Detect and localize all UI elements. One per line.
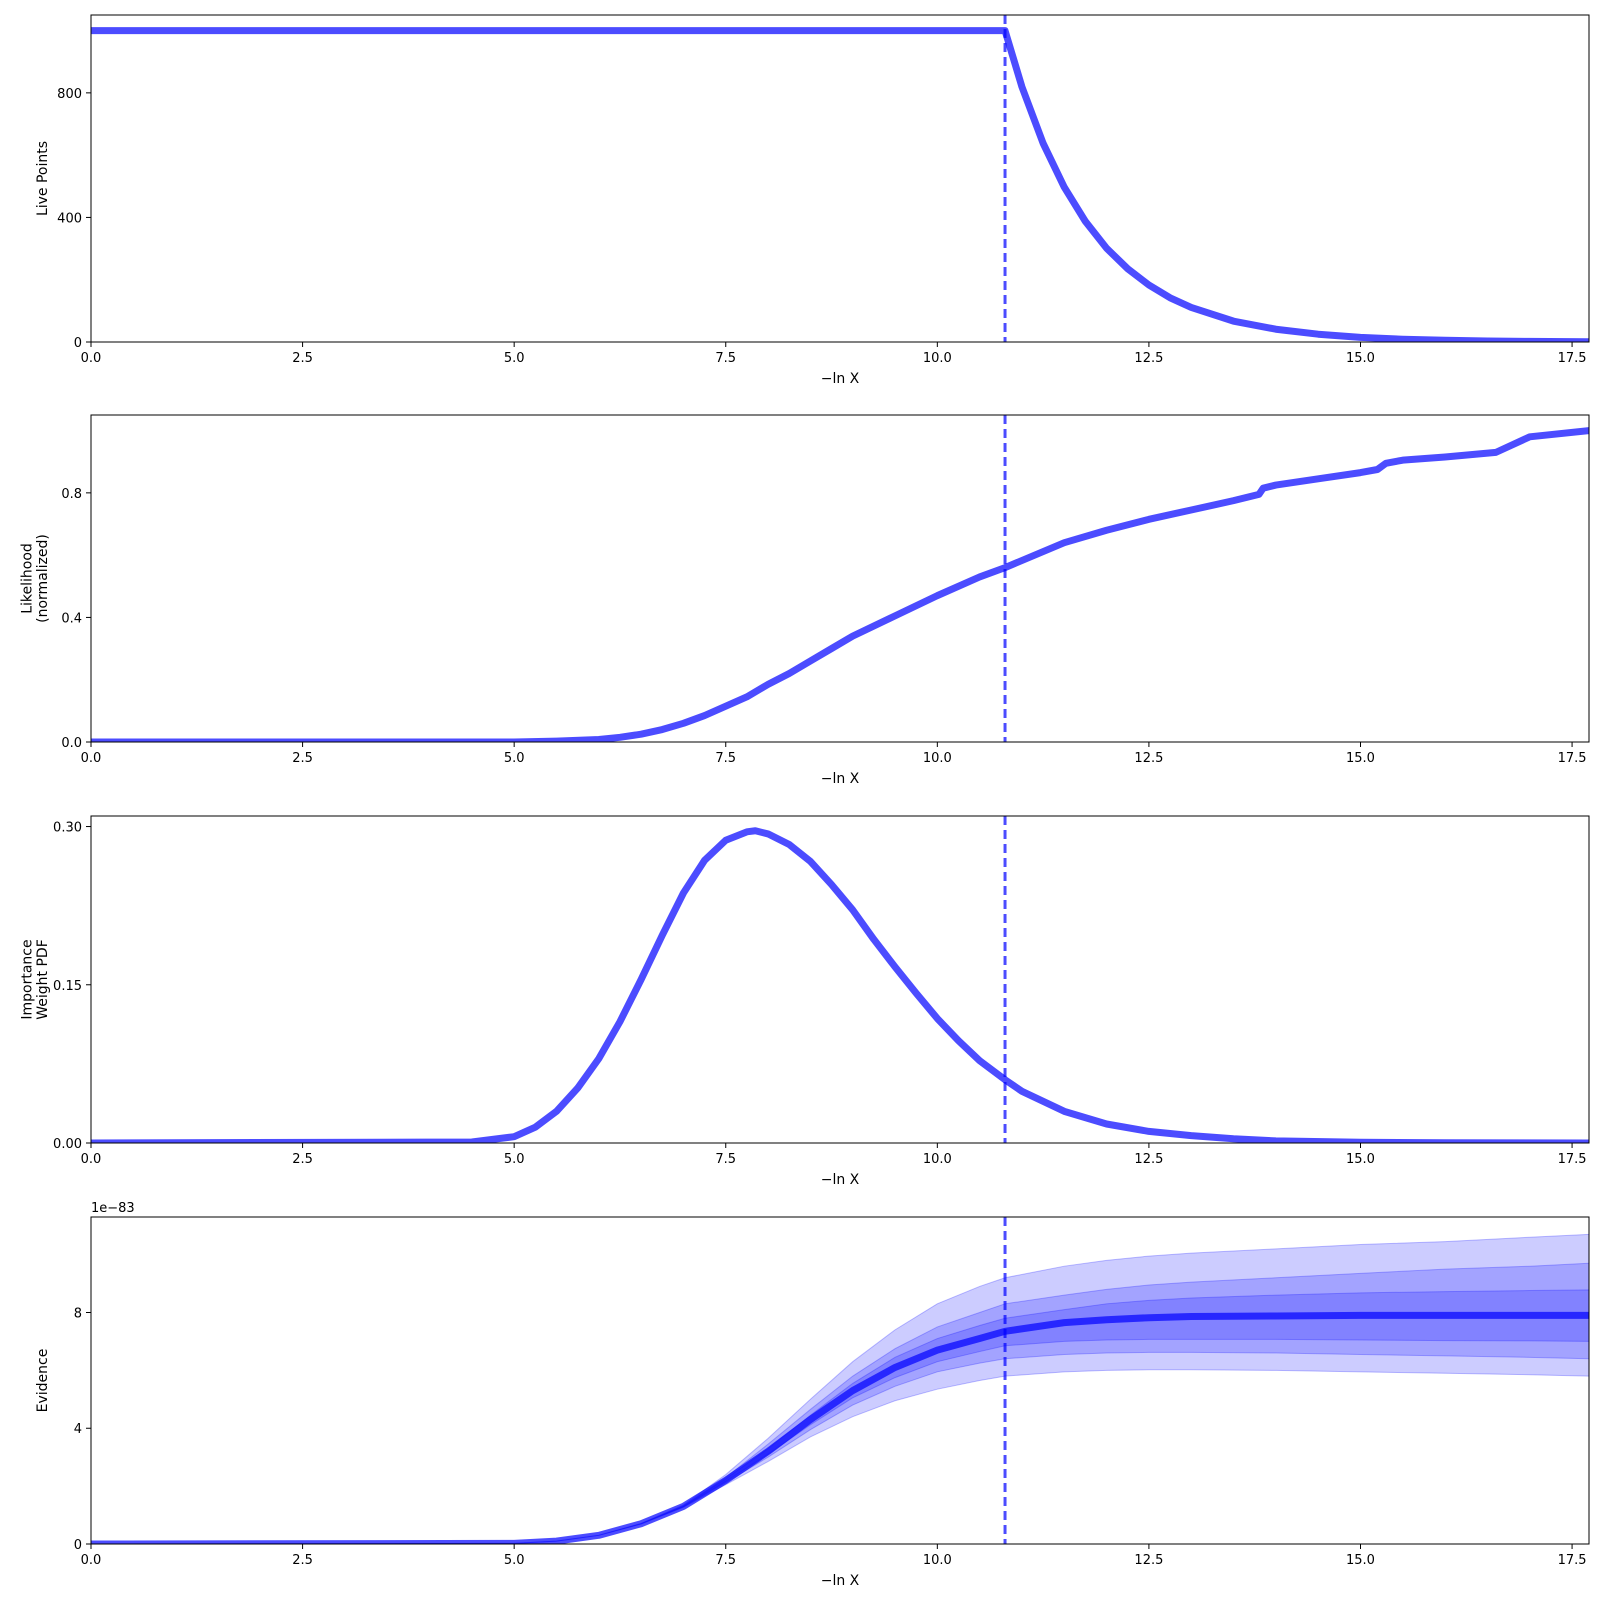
- series-line: [91, 27, 1589, 342]
- y-tick-label: 0.00: [53, 1137, 82, 1152]
- plot-area: [91, 816, 1589, 1143]
- y-axis-label: Evidence: [35, 1349, 51, 1413]
- y-tick-label: 0.15: [53, 979, 82, 994]
- y-axis-label: Likelihood(normalized): [20, 534, 52, 623]
- panel-3: 0.0 2.5 5.0 7.5 10.0 12.5 15.0 17.5 0.00 0.15 0.30…: [20, 815, 1590, 1188]
- plot-area: [91, 1217, 1589, 1544]
- y-axis-label: Live Points: [35, 141, 51, 216]
- x-axis-label: −ln X: [821, 371, 860, 387]
- x-tick-label: 17.5: [1558, 751, 1587, 766]
- y-tick-label: 800: [57, 87, 82, 102]
- x-tick-label: 5.0: [504, 751, 525, 766]
- x-tick-label: 2.5: [292, 1553, 313, 1568]
- x-tick-label: 15.0: [1346, 751, 1375, 766]
- evidence-mean-line: [91, 1311, 1589, 1544]
- x-tick-label: 12.5: [1134, 1553, 1163, 1568]
- axes-frame: [90, 815, 1590, 1144]
- x-tick-label: 12.5: [1134, 351, 1163, 366]
- x-tick-label: 7.5: [715, 1553, 736, 1568]
- x-tick-label: 5.0: [504, 1152, 525, 1167]
- panel-2: 0.0 2.5 5.0 7.5 10.0 12.5 15.0 17.5 0.0 0.4 0.8 −ln…: [20, 414, 1590, 787]
- x-tick-label: 0.0: [81, 351, 102, 366]
- x-tick-label: 10.0: [923, 1553, 952, 1568]
- axes-frame: [90, 1216, 1590, 1545]
- x-axis-label: −ln X: [821, 1573, 860, 1589]
- series-line: [91, 827, 1589, 1143]
- x-tick-label: 17.5: [1558, 1152, 1587, 1167]
- y-tick-label: 0: [74, 336, 82, 351]
- x-tick-label: 2.5: [292, 351, 313, 366]
- x-tick-label: 2.5: [292, 1152, 313, 1167]
- x-tick-label: 12.5: [1134, 751, 1163, 766]
- x-tick-label: 15.0: [1346, 351, 1375, 366]
- x-tick-label: 10.0: [923, 751, 952, 766]
- x-tick-label: 7.5: [715, 351, 736, 366]
- y-tick-label: 8: [74, 1306, 82, 1321]
- y-tick-label: 4: [74, 1422, 82, 1437]
- x-tick-label: 7.5: [715, 751, 736, 766]
- y-tick-label: 0.0: [61, 736, 82, 751]
- confidence-band-1: [91, 1233, 1589, 1544]
- x-tick-label: 15.0: [1346, 1152, 1375, 1167]
- y-tick-label: 0.30: [53, 821, 82, 836]
- x-tick-label: 7.5: [715, 1152, 736, 1167]
- y-tick-label: 400: [57, 211, 82, 226]
- axes-frame: [90, 14, 1590, 343]
- x-tick-label: 0.0: [81, 1553, 102, 1568]
- y-tick-label: 0.4: [61, 611, 82, 626]
- x-axis-label: −ln X: [821, 1172, 860, 1188]
- x-tick-label: 0.0: [81, 751, 102, 766]
- axes-frame: [90, 414, 1590, 743]
- y-tick-label: 0: [74, 1538, 82, 1553]
- x-tick-label: 5.0: [504, 351, 525, 366]
- x-tick-label: 17.5: [1558, 1553, 1587, 1568]
- x-tick-label: 12.5: [1134, 1152, 1163, 1167]
- confidence-band-2: [91, 1262, 1589, 1544]
- series-line: [91, 427, 1589, 742]
- x-tick-label: 2.5: [292, 751, 313, 766]
- panel-4: 0.0 2.5 5.0 7.5 10.0 12.5 15.0 17.5 0 4 8 −ln X Evid…: [35, 1201, 1590, 1589]
- y-tick-label: 0.8: [61, 487, 82, 502]
- x-tick-label: 15.0: [1346, 1553, 1375, 1568]
- x-tick-label: 17.5: [1558, 351, 1587, 366]
- y-axis-label: ImportanceWeight PDF: [20, 939, 52, 1020]
- x-tick-label: 10.0: [923, 351, 952, 366]
- x-tick-label: 5.0: [504, 1553, 525, 1568]
- plot-area: [91, 415, 1589, 742]
- y-offset-label: 1e−83: [91, 1201, 135, 1216]
- panel-1: 0.0 2.5 5.0 7.5 10.0 12.5 15.0 17.5 0 400 800 −ln X…: [35, 14, 1590, 387]
- x-axis-label: −ln X: [821, 771, 860, 787]
- x-tick-label: 10.0: [923, 1152, 952, 1167]
- x-tick-label: 0.0: [81, 1152, 102, 1167]
- plot-area: [91, 15, 1589, 342]
